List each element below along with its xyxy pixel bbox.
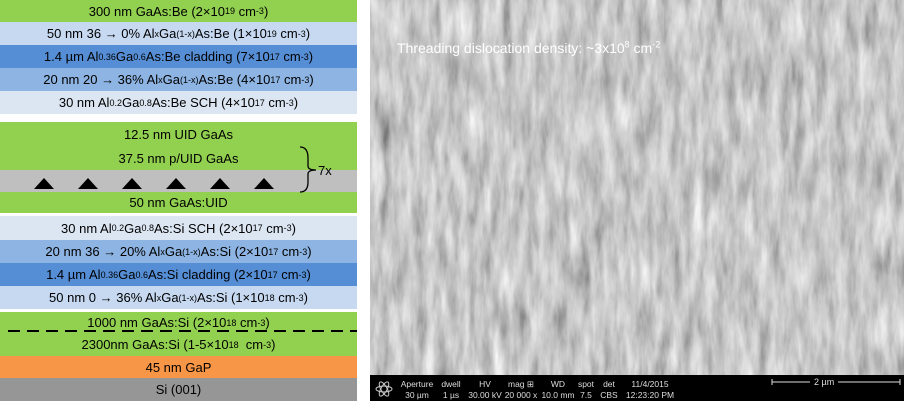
info-value: 1 µs [440, 390, 462, 401]
sem-image: 2 µm [370, 0, 904, 401]
sem-texture [370, 0, 904, 375]
info-name: dwell [440, 379, 462, 390]
overlay: 7x [0, 0, 370, 401]
info-name: WD [540, 379, 576, 390]
info-name: 11/4/2015 [622, 379, 678, 390]
info-value: 10.0 mm [540, 390, 576, 401]
repeat-label: 7x [318, 163, 332, 178]
info-name: HV [468, 379, 502, 390]
text-segment: Threading dislocation density: ~3x10 [397, 40, 625, 56]
fei-logo [374, 379, 394, 399]
text-segment: cm [630, 40, 653, 56]
info-name: spot [577, 379, 595, 390]
info-value: 30.00 kV [468, 390, 502, 401]
info-name: det [598, 379, 620, 390]
info-name: mag ⊞ [502, 379, 540, 390]
info-field: mag ⊞20 000 x [502, 379, 540, 401]
scale-bar-label: 2 µm [810, 377, 838, 387]
brace [300, 147, 316, 192]
info-value: 7.5 [577, 390, 595, 401]
info-value: 30 µm [400, 390, 434, 401]
info-value: 20 000 x [502, 390, 540, 401]
info-name: Aperture [400, 379, 434, 390]
info-value: 12:23:20 PM [622, 390, 678, 401]
annotation: Threading dislocation density: ~3x108 cm… [397, 40, 660, 56]
info-value: CBS [598, 390, 620, 401]
text-segment: -2 [652, 39, 660, 49]
figure: 300 nm GaAs:Be (2×1019 cm-3) 50 nm 36 → … [0, 0, 904, 401]
sem-noise [370, 0, 904, 375]
